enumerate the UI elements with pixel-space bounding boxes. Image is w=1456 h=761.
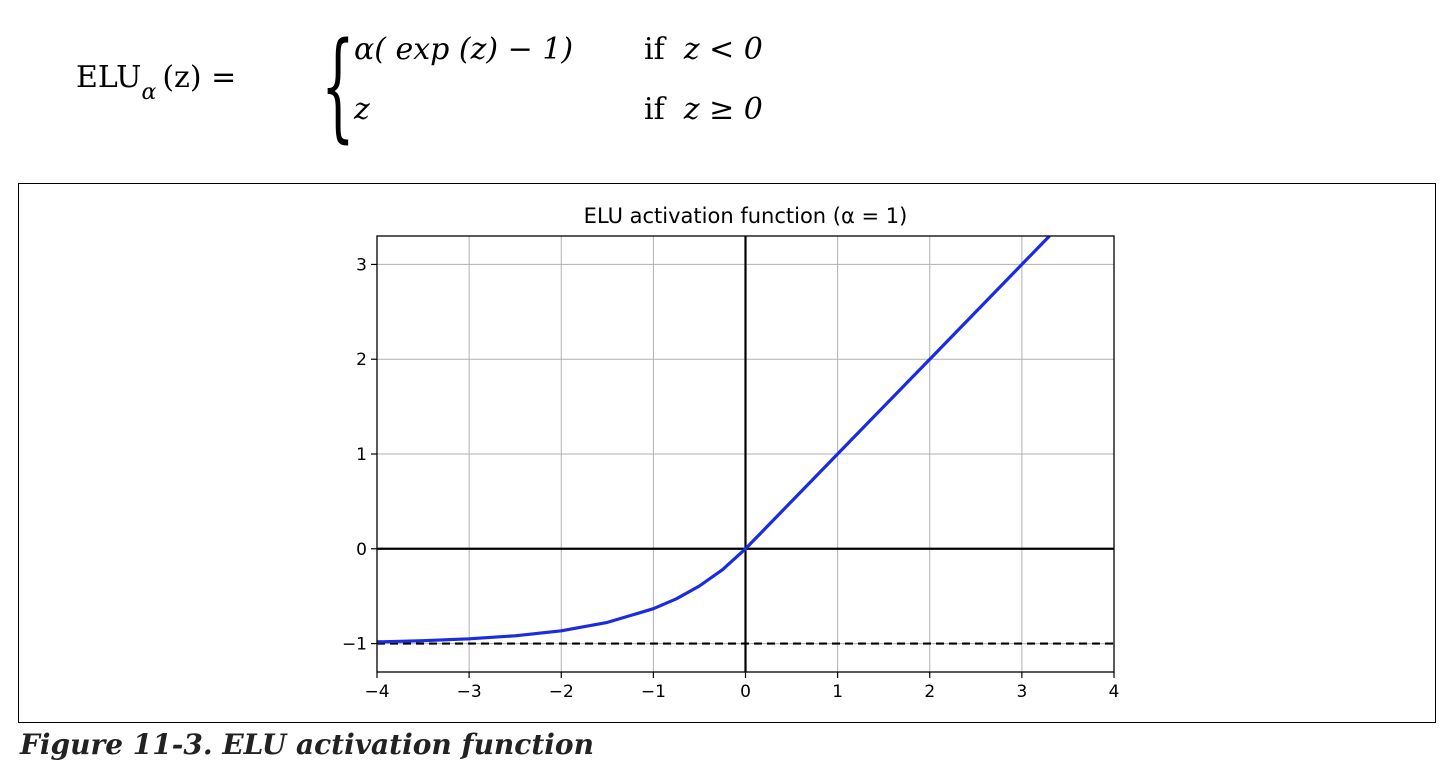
formula-case1-if: if	[644, 32, 665, 67]
formula-case2-condition: if z ≥ 0	[644, 92, 763, 127]
y-tick-label-0: −1	[342, 635, 367, 655]
y-tick-label-1: 0	[356, 540, 367, 560]
y-tick-label-2: 1	[356, 445, 367, 465]
x-tick-label-8: 4	[1109, 682, 1120, 702]
figure-caption: Figure 11-3. ELU activation function	[20, 728, 594, 761]
x-tick-label-3: −1	[641, 682, 666, 702]
formula-case-positive: z if z ≥ 0	[354, 92, 763, 127]
formula-case2-if: if	[644, 92, 665, 127]
formula-lhs: ELUα (z) =	[76, 60, 237, 105]
formula-argument: (z) =	[162, 60, 237, 95]
x-tick-label-0: −4	[364, 682, 389, 702]
formula-case1-expression: α( exp (z) − 1)	[354, 32, 574, 67]
x-tick-label-7: 3	[1016, 682, 1027, 702]
y-tick-label-4: 3	[356, 255, 367, 275]
x-tick-label-2: −2	[549, 682, 574, 702]
formula-case1-condition: if z < 0	[644, 32, 763, 67]
elu-formula: ELUα (z) = { α( exp (z) − 1) if z < 0 z i…	[76, 16, 763, 144]
chart-title: ELU activation function (α = 1)	[584, 204, 908, 228]
x-tick-label-6: 2	[924, 682, 935, 702]
x-tick-label-4: 0	[740, 682, 751, 702]
y-tick-label-3: 2	[356, 350, 367, 370]
formula-case2-expression: z	[354, 92, 370, 127]
elu-chart: −4 −3 −2 −1 0 1 2 3 4 −1 0 1 2 3 ELU activation functi…	[342, 204, 1120, 702]
x-tick-label-5: 1	[832, 682, 843, 702]
x-tick-label-1: −3	[457, 682, 482, 702]
formula-brace: {	[321, 16, 355, 154]
formula-case2-inequality: z ≥ 0	[683, 92, 763, 127]
figure-frame: −4 −3 −2 −1 0 1 2 3 4 −1 0 1 2 3 ELU activation functi…	[18, 183, 1436, 723]
formula-case-negative: α( exp (z) − 1) if z < 0	[354, 32, 763, 67]
elu-curve-line-0	[377, 236, 1051, 644]
formula-subscript: α	[141, 80, 157, 105]
formula-function-name: ELU	[76, 60, 142, 95]
formula-case1-inequality: z < 0	[683, 32, 763, 67]
